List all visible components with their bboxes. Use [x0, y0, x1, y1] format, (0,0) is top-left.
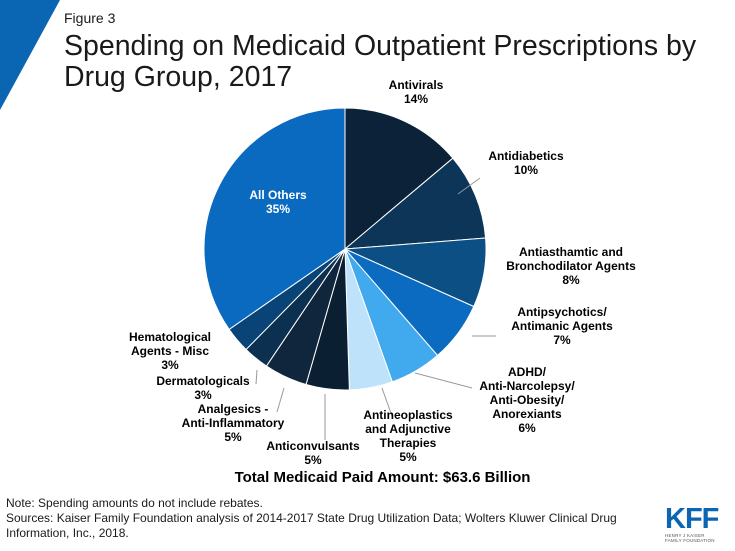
leader-line-4 — [414, 372, 473, 389]
leader-line-5 — [381, 387, 393, 417]
slice-label-line-4-0: ADHD/ — [508, 365, 547, 379]
slice-label-line-5-1: and Adjunctive — [365, 422, 451, 436]
slice-label-line-1-0: Antidiabetics — [488, 149, 564, 163]
slice-label-line-3-0: Antipsychotics/ — [517, 305, 607, 319]
slice-percent-3: 7% — [553, 333, 571, 347]
slice-label-2: Antiasthamtic and Bronchodilator Agents 8% — [506, 245, 636, 287]
slice-label-line-4-1: Anti-Narcolepsy/ — [479, 379, 575, 393]
slice-label-line-5-0: Antineoplastics — [363, 408, 453, 422]
logo-wordmark: KFF — [665, 503, 719, 535]
slice-label-line-7-1: Anti-Inflammatory — [182, 416, 285, 430]
slice-label-8: Dermatologicals 3% — [156, 374, 250, 402]
leader-line-7 — [276, 387, 285, 413]
slice-percent-10: 35% — [266, 202, 290, 216]
total-paid-amount: Total Medicaid Paid Amount: $63.6 Billio… — [234, 469, 531, 486]
slice-label-line-0-0: Antivirals — [389, 78, 444, 92]
slice-label-9: Hematological Agents - Misc 3% — [129, 330, 211, 372]
figure-label: Figure 3 — [64, 10, 116, 26]
slice-label-6: Anticonvulsants 5% — [266, 439, 360, 467]
slice-label-line-8-0: Dermatologicals — [156, 374, 250, 388]
slice-label-line-9-0: Hematological — [129, 330, 211, 344]
slice-percent-6: 5% — [304, 453, 322, 467]
logo-subtext-line-1: HENRY J KAISER — [665, 533, 705, 538]
sources-text: Sources: Kaiser Family Foundation analys… — [6, 511, 617, 540]
kff-logo: KFF HENRY J KAISER FAMILY FOUNDATION — [665, 505, 727, 545]
slice-percent-5: 5% — [399, 450, 417, 464]
slice-percent-1: 10% — [514, 163, 538, 177]
slice-percent-2: 8% — [562, 273, 580, 287]
pie-slice-1 — [343, 157, 487, 250]
slice-percent-9: 3% — [161, 358, 179, 372]
slice-percent-4: 6% — [518, 421, 536, 435]
slice-label-0: Antivirals 14% — [389, 78, 444, 106]
slice-label-line-4-3: Anorexiants — [492, 407, 562, 421]
slice-label-line-5-2: Therapies — [380, 436, 437, 450]
slice-label-3: Antipsychotics/Antimanic Agents 7% — [511, 305, 613, 347]
slice-label-4: ADHD/Anti-Narcolepsy/Anti-Obesity/Anorex… — [479, 365, 575, 435]
slice-label-line-10-0: All Others — [249, 188, 307, 202]
page-title: Spending on Medicaid Outpatient Prescrip… — [64, 30, 697, 93]
leader-line-1 — [457, 177, 481, 195]
slice-label-line-4-2: Anti-Obesity/ — [490, 393, 565, 407]
slice-label-5: Antineoplastics and Adjunctive Therapies 5% — [363, 408, 453, 464]
slice-percent-7: 5% — [224, 430, 242, 444]
slice-label-1: Antidiabetics 10% — [488, 149, 564, 177]
corner-accent-shape — [0, 0, 60, 110]
logo-subtext-line-2: FAMILY FOUNDATION — [665, 538, 715, 543]
slice-label-7: Analgesics -Anti-Inflammatory 5% — [182, 402, 285, 444]
slice-label-line-6-0: Anticonvulsants — [266, 439, 360, 453]
pie-slice-0 — [344, 107, 454, 251]
slice-label-line-3-1: Antimanic Agents — [511, 319, 613, 333]
slice-label-line-2-0: Antiasthamtic and — [519, 245, 623, 259]
slice-label-10: All Others 35% — [249, 188, 307, 216]
footnote: Note: Spending amounts do not include re… — [6, 496, 656, 541]
slice-label-line-2-1: Bronchodilator Agents — [506, 259, 636, 273]
slice-percent-0: 14% — [404, 92, 428, 106]
leader-line-8 — [255, 369, 258, 385]
slice-label-line-7-0: Analgesics - — [198, 402, 269, 416]
slice-label-line-9-1: Agents - Misc — [131, 344, 209, 358]
note-text: Note: Spending amounts do not include re… — [6, 496, 263, 510]
pie-slice-10 — [203, 107, 346, 331]
slice-percent-8: 3% — [194, 388, 212, 402]
